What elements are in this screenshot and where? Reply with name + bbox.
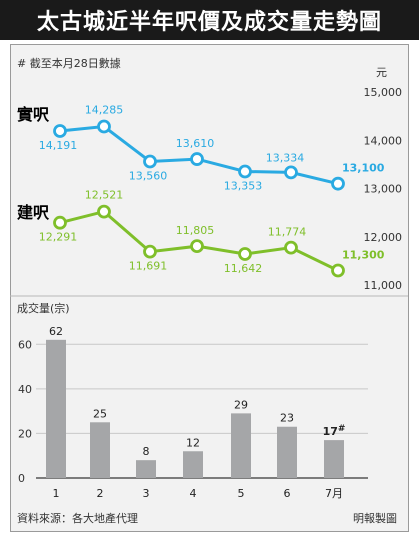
data-point: [284, 165, 298, 180]
data-point: [238, 164, 252, 179]
category-label: 5: [238, 487, 245, 500]
chart-title: 太古城近半年呎價及成交量走勢圖: [0, 0, 419, 40]
price-unit-label: 元: [376, 66, 387, 79]
price-tick-label: 15,000: [364, 86, 403, 99]
series-label-built: 建呎: [17, 203, 50, 222]
volume-bar: [46, 339, 66, 478]
data-point: [97, 119, 111, 134]
data-label: 11,691: [129, 260, 168, 273]
series-label-actual: 實呎: [17, 105, 50, 124]
category-label: 7月: [325, 487, 343, 500]
bar-value-label: 29: [234, 398, 248, 411]
data-point: [238, 247, 252, 261]
data-label: 11,805: [176, 224, 215, 237]
volume-bar: [136, 460, 156, 478]
data-point: [331, 176, 345, 191]
price-tick-label: 13,000: [364, 183, 403, 196]
data-label: 12,291: [39, 231, 78, 244]
volume-tick-label: 40: [18, 383, 32, 396]
source-note: 資料來源：各大地產代理: [17, 511, 138, 525]
bar-value-label: 8: [143, 445, 150, 458]
data-label: 14,285: [85, 103, 124, 116]
bar-value-label: 25: [93, 407, 107, 420]
bar-value-label: 62: [49, 325, 63, 338]
category-label: 4: [190, 487, 197, 500]
volume-bar: [324, 440, 344, 478]
data-point: [53, 215, 67, 230]
volume-bar: [183, 451, 203, 478]
data-point: [331, 263, 345, 278]
bar-value-label: 12: [186, 436, 200, 449]
data-point: [190, 152, 204, 166]
data-label: 14,191: [39, 139, 78, 152]
category-label: 3: [143, 487, 150, 500]
bar-value-label: 17#: [323, 424, 346, 438]
data-label: 12,521: [85, 189, 124, 202]
data-note: # 截至本月28日數據: [17, 56, 121, 70]
volume-bar: [90, 422, 110, 478]
price-tick-label: 12,000: [364, 231, 403, 244]
credit: 明報製圖: [353, 511, 397, 525]
volume-tick-label: 0: [18, 472, 25, 485]
data-point: [190, 239, 204, 254]
data-label: 11,642: [224, 262, 263, 275]
bar-value-label: 23: [280, 412, 294, 425]
data-label: 11,300: [342, 249, 385, 262]
data-label: 13,100: [342, 162, 385, 175]
volume-axis-label: 成交量(宗): [17, 301, 70, 315]
volume-tick-label: 20: [18, 427, 32, 440]
data-label: 13,610: [176, 137, 215, 150]
category-label: 6: [284, 487, 291, 500]
volume-bar: [277, 426, 297, 478]
volume-tick-label: 60: [18, 338, 32, 351]
price-tick-label: 11,000: [364, 279, 403, 292]
data-point: [284, 240, 298, 255]
data-point: [53, 124, 67, 138]
data-point: [143, 244, 157, 259]
data-label: 13,353: [224, 179, 263, 192]
category-label: 2: [97, 487, 104, 500]
data-point: [97, 204, 111, 219]
data-label: 11,774: [268, 226, 307, 239]
data-label: 13,560: [129, 169, 168, 182]
data-point: [143, 154, 157, 169]
price-tick-label: 14,000: [364, 134, 403, 147]
data-label: 13,334: [266, 151, 305, 164]
category-label: 1: [53, 487, 60, 500]
volume-bar: [231, 413, 251, 478]
